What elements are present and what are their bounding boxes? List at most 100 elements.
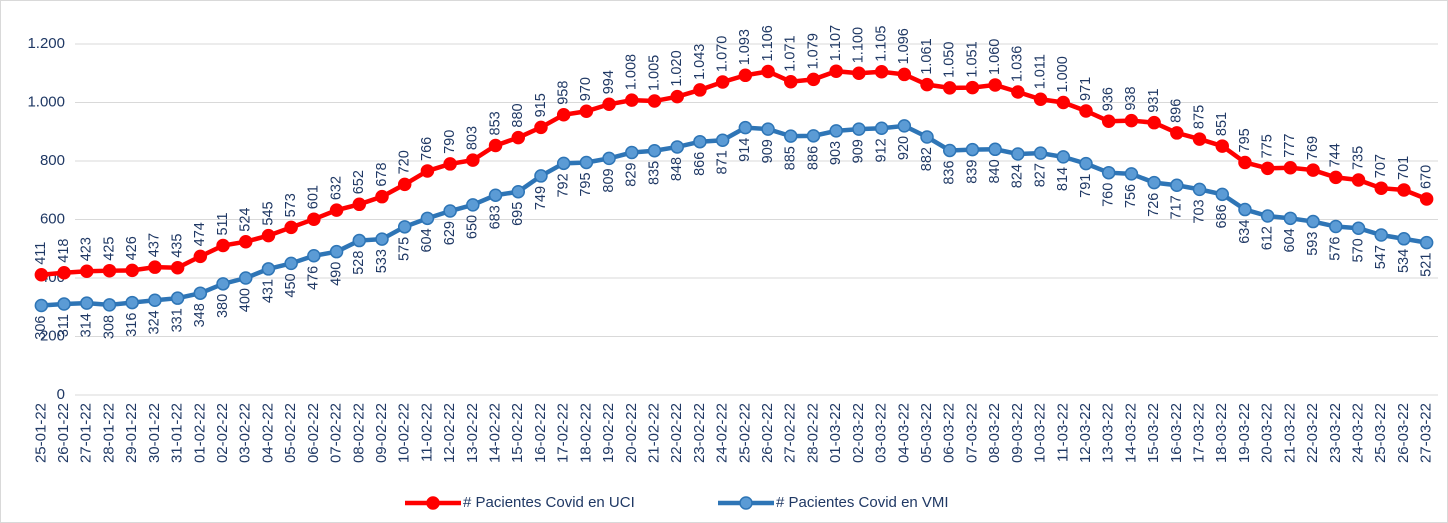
data-label: 803: [465, 126, 481, 150]
x-tick-label: 08-03-22: [986, 403, 1003, 463]
data-label: 400: [238, 288, 254, 312]
marker: [670, 89, 684, 104]
x-tick-label: 04-02-22: [259, 403, 276, 463]
data-label: 612: [1260, 226, 1276, 250]
marker: [34, 268, 49, 282]
legend-label: # Pacientes Covid en UCI: [463, 494, 635, 511]
data-label: 886: [805, 146, 821, 170]
data-label: 524: [238, 208, 254, 232]
y-tick-label: 1.000: [27, 93, 65, 110]
data-label: 848: [669, 157, 685, 181]
x-tick-label: 28-01-22: [100, 403, 117, 463]
marker: [874, 121, 889, 135]
data-label: 882: [919, 147, 935, 171]
marker: [34, 298, 49, 313]
x-tick-label: 20-02-22: [623, 403, 640, 463]
marker: [920, 77, 934, 92]
marker: [1419, 235, 1434, 250]
data-label: 914: [737, 138, 753, 162]
marker: [1192, 182, 1207, 197]
x-tick-label: 02-03-22: [850, 403, 867, 463]
marker: [329, 244, 344, 259]
x-tick-label: 26-01-22: [55, 403, 72, 463]
marker: [80, 296, 94, 310]
marker: [806, 72, 821, 87]
marker: [1283, 160, 1298, 175]
data-label: 1.079: [805, 33, 821, 69]
data-label: 1.107: [828, 25, 844, 61]
x-tick-label: 16-03-22: [1168, 403, 1185, 463]
marker: [852, 122, 866, 136]
marker: [784, 74, 798, 89]
x-tick-label: 12-03-22: [1077, 403, 1094, 463]
marker: [148, 260, 162, 274]
x-tick-label: 24-03-22: [1349, 403, 1366, 463]
marker: [920, 130, 934, 144]
data-label: 545: [260, 201, 276, 225]
data-label: 1.061: [919, 38, 935, 74]
data-label: 970: [578, 77, 594, 101]
marker: [738, 120, 753, 135]
data-label: 880: [510, 103, 526, 127]
data-label: 866: [692, 152, 708, 176]
marker: [1033, 92, 1048, 107]
marker: [488, 138, 503, 153]
data-label: 829: [624, 163, 640, 187]
marker: [1238, 155, 1252, 170]
marker: [375, 232, 389, 246]
x-tick-label: 17-02-22: [555, 403, 572, 463]
legend-marker: [426, 496, 440, 510]
marker: [715, 133, 730, 147]
marker: [443, 204, 457, 218]
data-label: 695: [510, 202, 526, 226]
x-tick-label: 15-03-22: [1145, 403, 1162, 463]
y-tick-label: 0: [57, 386, 65, 403]
data-label: 632: [328, 176, 344, 200]
data-label: 915: [533, 93, 549, 117]
data-label: 314: [79, 313, 95, 337]
data-label: 576: [1328, 237, 1344, 261]
data-label: 836: [942, 160, 958, 184]
marker: [1238, 202, 1252, 217]
data-label: 835: [646, 161, 662, 185]
data-label: 573: [283, 193, 299, 217]
data-label: 629: [442, 221, 458, 245]
marker: [625, 93, 639, 107]
x-tick-label: 19-03-22: [1236, 403, 1253, 463]
marker: [534, 120, 548, 135]
data-label: 1.051: [964, 41, 980, 77]
data-label: 777: [1282, 134, 1298, 158]
x-tick-label: 25-01-22: [32, 403, 49, 463]
marker: [715, 75, 730, 89]
data-label: 938: [1123, 86, 1139, 110]
marker: [625, 145, 639, 160]
data-label: 308: [101, 315, 117, 339]
x-tick-label: 24-02-22: [714, 403, 731, 463]
data-label: 726: [1146, 193, 1162, 217]
marker: [420, 211, 435, 226]
data-label: 1.020: [669, 50, 685, 86]
marker: [829, 64, 843, 78]
marker: [57, 297, 71, 311]
data-label: 547: [1373, 245, 1389, 269]
x-tick-label: 14-03-22: [1122, 403, 1139, 463]
marker: [761, 64, 775, 79]
y-tick-label: 1.200: [27, 35, 65, 52]
data-label: 652: [351, 170, 367, 194]
data-label: 1.105: [873, 25, 889, 61]
marker: [216, 238, 230, 253]
data-label: 426: [124, 236, 140, 260]
data-label: 437: [147, 233, 163, 257]
data-label: 533: [374, 249, 390, 273]
data-label: 909: [851, 139, 867, 163]
data-label: 474: [192, 222, 208, 246]
x-tick-label: 04-03-22: [895, 403, 912, 463]
data-label: 1.036: [1010, 46, 1026, 82]
data-label: 1.071: [783, 35, 799, 71]
x-tick-label: 15-02-22: [509, 403, 526, 463]
x-tick-label: 27-03-22: [1418, 403, 1435, 463]
x-tick-label: 17-03-22: [1191, 403, 1208, 463]
data-label: 760: [1101, 183, 1117, 207]
data-label: 720: [397, 150, 413, 174]
